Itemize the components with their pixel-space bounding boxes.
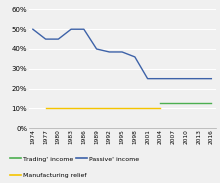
- Legend: Manufacturing relief: Manufacturing relief: [10, 173, 86, 178]
- Legend: Trading' income, Passive' income: Trading' income, Passive' income: [10, 156, 139, 162]
